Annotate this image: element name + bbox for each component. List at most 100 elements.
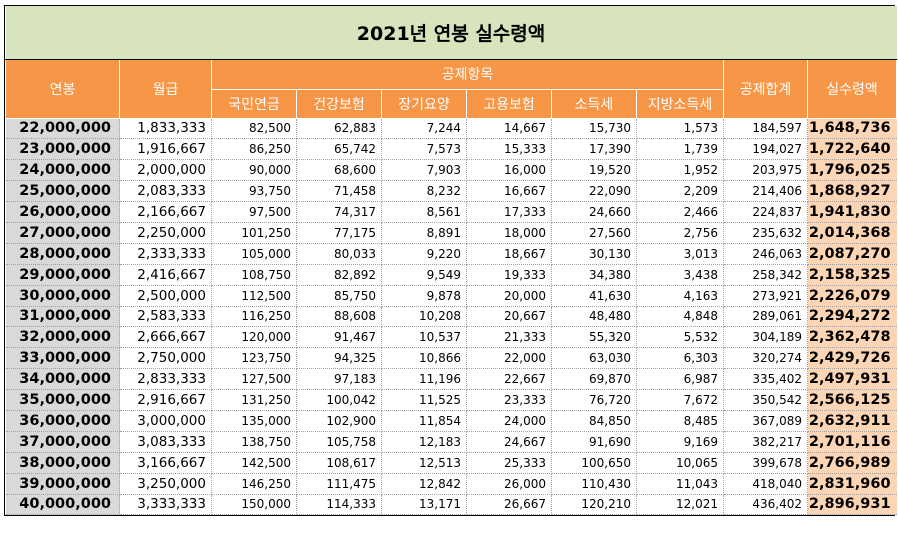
cell-total-deduction: 367,089 <box>723 410 808 432</box>
cell-longterm: 8,232 <box>381 180 467 203</box>
cell-longterm: 9,878 <box>381 285 467 307</box>
cell-employment: 16,000 <box>466 159 552 182</box>
cell-monthly: 2,750,000 <box>119 347 212 370</box>
cell-net: 2,566,125 <box>807 389 897 411</box>
table-row: 37,000,000 3,083,333 138,750 105,758 12,183 2… <box>5 431 897 453</box>
cell-salary: 24,000,000 <box>5 159 120 182</box>
cell-local-tax: 4,848 <box>636 306 724 328</box>
cell-net: 2,158,325 <box>807 264 897 286</box>
cell-local-tax: 2,466 <box>636 201 724 223</box>
cell-local-tax: 12,021 <box>636 494 724 516</box>
cell-net: 2,226,079 <box>807 285 897 307</box>
table-row: 33,000,000 2,750,000 123,750 94,325 10,866 22… <box>5 347 897 370</box>
cell-longterm: 12,842 <box>381 473 467 495</box>
cell-monthly: 3,000,000 <box>119 410 212 432</box>
cell-local-tax: 5,532 <box>636 326 724 349</box>
cell-employment: 25,333 <box>466 452 552 474</box>
cell-income-tax: 84,850 <box>551 410 637 432</box>
header-longterm: 장기요양 <box>381 88 467 119</box>
cell-local-tax: 6,303 <box>636 347 724 370</box>
table-row: 31,000,000 2,583,333 116,250 88,608 10,208 20… <box>5 306 897 328</box>
cell-employment: 21,333 <box>466 326 552 349</box>
cell-health: 71,458 <box>296 180 382 203</box>
cell-local-tax: 3,013 <box>636 243 724 265</box>
cell-health: 114,333 <box>296 494 382 516</box>
cell-longterm: 10,208 <box>381 306 467 328</box>
cell-monthly: 3,083,333 <box>119 431 212 453</box>
table-row: 28,000,000 2,333,333 105,000 80,033 9,220 18,… <box>5 243 897 265</box>
cell-health: 108,617 <box>296 452 382 474</box>
cell-local-tax: 2,756 <box>636 222 724 244</box>
cell-net: 2,294,272 <box>807 306 897 328</box>
cell-monthly: 2,583,333 <box>119 306 212 328</box>
cell-total-deduction: 436,402 <box>723 494 808 516</box>
cell-income-tax: 69,870 <box>551 368 637 391</box>
cell-pension: 131,250 <box>211 389 297 411</box>
cell-monthly: 2,916,667 <box>119 389 212 411</box>
cell-health: 62,883 <box>296 117 382 140</box>
cell-longterm: 11,196 <box>381 368 467 391</box>
page-title: 2021년 연봉 실수령액 <box>5 6 897 60</box>
cell-health: 111,475 <box>296 473 382 495</box>
cell-income-tax: 19,520 <box>551 159 637 182</box>
cell-pension: 105,000 <box>211 243 297 265</box>
cell-salary: 36,000,000 <box>5 410 120 432</box>
cell-total-deduction: 320,274 <box>723 347 808 370</box>
cell-net: 2,766,989 <box>807 452 897 474</box>
cell-local-tax: 11,043 <box>636 473 724 495</box>
cell-employment: 26,667 <box>466 494 552 516</box>
header-pension: 국민연금 <box>211 88 297 119</box>
cell-salary: 34,000,000 <box>5 368 120 391</box>
cell-longterm: 7,573 <box>381 138 467 161</box>
cell-health: 80,033 <box>296 243 382 265</box>
table-row: 35,000,000 2,916,667 131,250 100,042 11,525 2… <box>5 389 897 411</box>
cell-monthly: 2,166,667 <box>119 201 212 223</box>
cell-salary: 29,000,000 <box>5 264 120 286</box>
cell-net: 1,868,927 <box>807 180 897 203</box>
cell-salary: 38,000,000 <box>5 452 120 474</box>
cell-income-tax: 55,320 <box>551 326 637 349</box>
cell-income-tax: 22,090 <box>551 180 637 203</box>
cell-income-tax: 27,560 <box>551 222 637 244</box>
cell-health: 97,183 <box>296 368 382 391</box>
cell-monthly: 2,416,667 <box>119 264 212 286</box>
cell-pension: 127,500 <box>211 368 297 391</box>
table-row: 29,000,000 2,416,667 108,750 82,892 9,549 19,… <box>5 264 897 286</box>
cell-total-deduction: 246,063 <box>723 243 808 265</box>
cell-monthly: 3,333,333 <box>119 494 212 516</box>
cell-health: 74,317 <box>296 201 382 223</box>
cell-pension: 90,000 <box>211 159 297 182</box>
cell-pension: 116,250 <box>211 306 297 328</box>
cell-monthly: 2,250,000 <box>119 222 212 244</box>
cell-total-deduction: 194,027 <box>723 138 808 161</box>
cell-salary: 26,000,000 <box>5 201 120 223</box>
cell-employment: 18,667 <box>466 243 552 265</box>
cell-income-tax: 34,380 <box>551 264 637 286</box>
cell-net: 2,896,931 <box>807 494 897 516</box>
cell-local-tax: 2,209 <box>636 180 724 203</box>
cell-salary: 35,000,000 <box>5 389 120 411</box>
cell-total-deduction: 304,189 <box>723 326 808 349</box>
cell-total-deduction: 224,837 <box>723 201 808 223</box>
cell-pension: 97,500 <box>211 201 297 223</box>
header-deduction-group: 공제항목 <box>211 58 724 90</box>
cell-pension: 108,750 <box>211 264 297 286</box>
cell-net: 1,796,025 <box>807 159 897 182</box>
cell-salary: 28,000,000 <box>5 243 120 265</box>
cell-net: 2,087,270 <box>807 243 897 265</box>
cell-monthly: 1,916,667 <box>119 138 212 161</box>
cell-total-deduction: 235,632 <box>723 222 808 244</box>
cell-longterm: 13,171 <box>381 494 467 516</box>
cell-total-deduction: 350,542 <box>723 389 808 411</box>
cell-pension: 86,250 <box>211 138 297 161</box>
cell-health: 77,175 <box>296 222 382 244</box>
cell-local-tax: 7,672 <box>636 389 724 411</box>
header-health: 건강보험 <box>296 88 382 119</box>
cell-health: 68,600 <box>296 159 382 182</box>
cell-monthly: 1,833,333 <box>119 117 212 140</box>
table-row: 39,000,000 3,250,000 146,250 111,475 12,842 2… <box>5 473 897 495</box>
cell-salary: 25,000,000 <box>5 180 120 203</box>
cell-monthly: 3,250,000 <box>119 473 212 495</box>
cell-employment: 19,333 <box>466 264 552 286</box>
cell-salary: 31,000,000 <box>5 306 120 328</box>
